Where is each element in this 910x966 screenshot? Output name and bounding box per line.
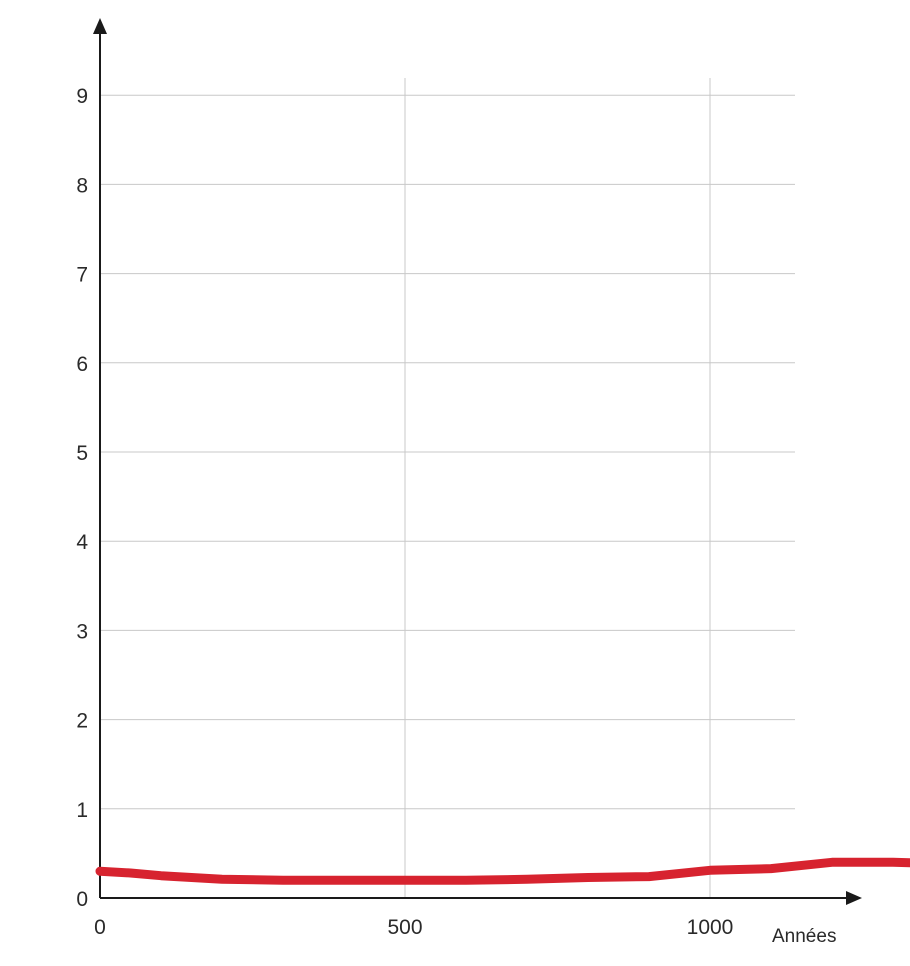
- series: [95, 857, 910, 885]
- x-tick-label: 0: [94, 916, 106, 939]
- x-tick-label: 1000: [687, 916, 734, 939]
- y-tick-label: 3: [76, 620, 88, 643]
- y-tick-label: 9: [76, 85, 88, 108]
- y-tick-label: 1: [76, 799, 88, 822]
- x-axis-arrow: [846, 891, 862, 905]
- population-line: [95, 857, 910, 885]
- tick-labels: 01234567890500100015002000: [76, 85, 734, 939]
- y-tick-label: 0: [76, 888, 88, 911]
- axes: [93, 18, 862, 905]
- x-tick-label: 500: [387, 916, 422, 939]
- y-tick-label: 8: [76, 174, 88, 197]
- grid: [100, 78, 795, 898]
- y-tick-label: 6: [76, 353, 88, 376]
- y-tick-label: 2: [76, 710, 88, 733]
- y-tick-label: 5: [76, 442, 88, 465]
- y-tick-label: 4: [76, 531, 88, 554]
- y-tick-label: 7: [76, 264, 88, 287]
- x-axis-title: Années: [772, 926, 836, 947]
- y-axis-arrow: [93, 18, 107, 34]
